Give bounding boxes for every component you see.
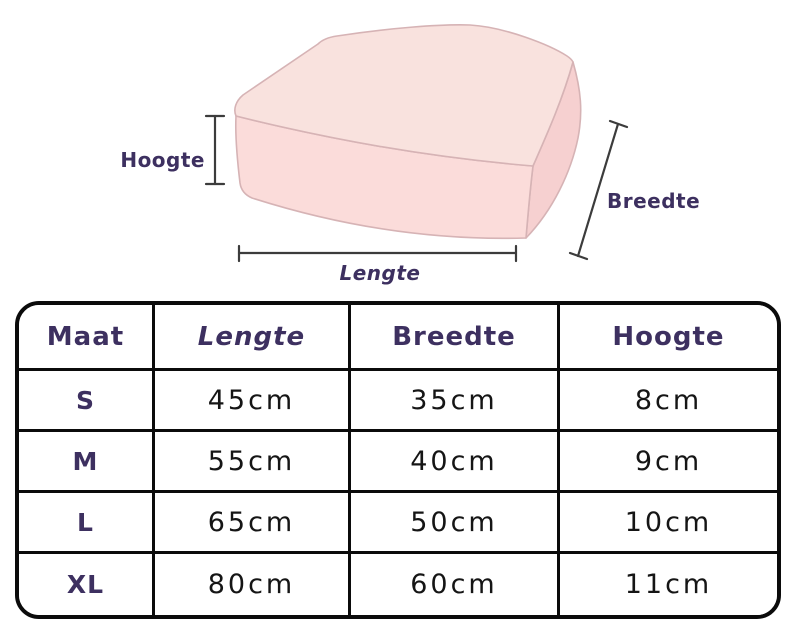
cell-xl-hoogte: 11cm (560, 554, 777, 615)
lengte-label: Lengte (339, 261, 421, 285)
cell-l-hoogte: 10cm (560, 493, 777, 554)
breedte-label: Breedte (607, 189, 701, 213)
cell-s-hoogte: 8cm (560, 371, 777, 432)
cell-s-lengte: 45cm (155, 371, 351, 432)
cell-m-breedte: 40cm (351, 432, 560, 493)
cushion-top-face (234, 24, 574, 167)
hoogte-dimension-line (204, 114, 226, 186)
cell-xl-maat: XL (19, 554, 155, 615)
header-cell-maat: Maat (19, 305, 155, 371)
header-cell-hoogte: Hoogte (560, 305, 777, 371)
cell-m-lengte: 55cm (155, 432, 351, 493)
cell-xl-breedte: 60cm (351, 554, 560, 615)
cell-l-breedte: 50cm (351, 493, 560, 554)
size-diagram: Hoogte Lengte Breedte (0, 0, 800, 300)
hoogte-label: Hoogte (120, 148, 205, 172)
cell-l-lengte: 65cm (155, 493, 351, 554)
size-table: Maat Lengte Breedte Hoogte S 45cm 35cm 8… (15, 301, 781, 619)
cell-xl-lengte: 80cm (155, 554, 351, 615)
cell-m-hoogte: 9cm (560, 432, 777, 493)
cell-s-breedte: 35cm (351, 371, 560, 432)
cell-l-maat: L (19, 493, 155, 554)
cell-s-maat: S (19, 371, 155, 432)
cushion-illustration (204, 24, 629, 263)
header-cell-lengte: Lengte (155, 305, 351, 371)
lengte-dimension-line (237, 244, 518, 263)
breedte-dimension-line (568, 119, 629, 261)
header-cell-breedte: Breedte (351, 305, 560, 371)
cell-m-maat: M (19, 432, 155, 493)
